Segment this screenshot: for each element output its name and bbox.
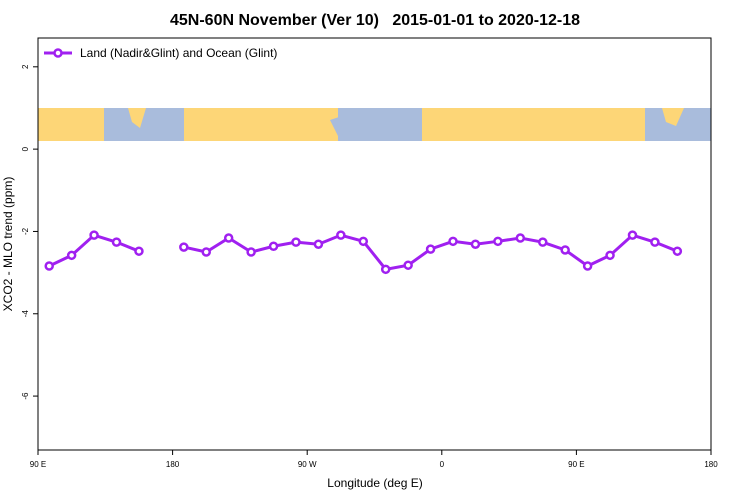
map-strip: [38, 108, 711, 141]
y-tick-label: -6: [21, 392, 30, 400]
point: [89, 230, 99, 240]
y-axis-label: XCO2 - MLO trend (ppm): [1, 177, 15, 312]
point: [44, 261, 54, 271]
point: [380, 264, 391, 275]
point: [582, 261, 593, 271]
y-tick-label: -4: [21, 310, 30, 318]
point: [650, 237, 660, 247]
x-axis-label: Longitude (deg E): [327, 476, 422, 490]
point: [66, 250, 77, 261]
chart-title: 45N-60N November (Ver 10) 2015-01-01 to …: [170, 12, 580, 29]
legend-label: Land (Nadir&Glint) and Ocean (Glint): [80, 46, 277, 60]
point: [201, 247, 211, 257]
point: [291, 237, 301, 247]
point: [403, 260, 413, 270]
legend-marker: [53, 48, 63, 58]
point: [515, 233, 526, 243]
point: [538, 237, 548, 247]
point: [448, 236, 458, 247]
y-tick-label: -2: [21, 227, 30, 235]
point: [179, 242, 189, 252]
x-tick-label: 180: [166, 460, 180, 469]
x-tick-label: 0: [440, 460, 445, 469]
point: [134, 246, 144, 256]
x-tick-label: 90 W: [298, 460, 317, 469]
point: [223, 233, 234, 243]
point: [425, 244, 436, 254]
x-tick-label: 90 E: [568, 460, 584, 469]
point: [560, 245, 570, 255]
point: [358, 236, 369, 247]
point: [268, 241, 279, 252]
point: [336, 230, 346, 240]
y-tick-label: 2: [21, 64, 30, 69]
x-tick-label: 180: [704, 460, 718, 469]
point: [672, 246, 683, 256]
x-tick-label: 90 E: [30, 460, 46, 469]
point: [470, 239, 481, 249]
point: [493, 236, 503, 247]
point: [313, 239, 324, 249]
y-tick-label: 0: [21, 146, 30, 151]
point: [605, 250, 615, 261]
plot-frame: [37, 37, 712, 451]
point: [246, 247, 256, 257]
point: [111, 237, 122, 247]
point: [627, 230, 638, 240]
